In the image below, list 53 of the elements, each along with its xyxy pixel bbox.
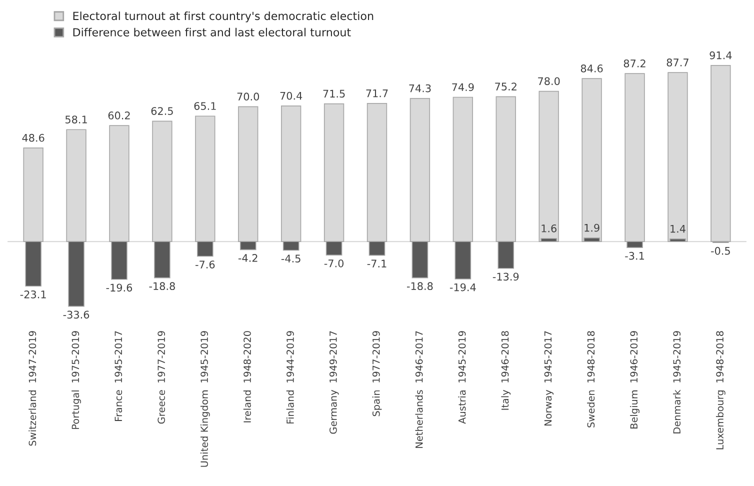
- data-label: 1.9: [584, 224, 600, 232]
- data-label: 71.7: [366, 90, 388, 98]
- data-label: 74.3: [409, 84, 431, 92]
- data-label: 1.6: [542, 224, 556, 232]
- data-label: 78.0: [538, 77, 560, 86]
- data-label: -19.6: [106, 284, 132, 292]
- data-label: 58.1: [65, 116, 87, 124]
- x-tick-label: Netherlands 1946-2017: [415, 331, 423, 448]
- x-tick-label: Portugal 1975-2019: [72, 331, 81, 429]
- x-tick-label: Finland 1944-2019: [286, 331, 294, 424]
- data-label: -4.2: [238, 254, 258, 262]
- data-label: -13.9: [492, 272, 519, 281]
- data-label: 87.7: [666, 58, 688, 66]
- data-label: 84.6: [580, 64, 603, 72]
- x-tick-label: Switzerland 1947-2019: [28, 331, 36, 446]
- x-tick-label: France 1945-2017: [114, 331, 122, 421]
- data-label: -18.8: [149, 282, 175, 290]
- data-label: -0.5: [711, 246, 730, 255]
- x-tick-label: Norway 1945-2017: [544, 331, 554, 426]
- legend-label: Electoral turnout at first country's democratic election: [73, 12, 374, 22]
- data-label: 60.2: [108, 112, 130, 120]
- data-label: -4.5: [281, 254, 300, 262]
- legend-label: Difference between first and last electoral turnout: [73, 28, 351, 36]
- x-tick-label: Austria 1945-2019: [458, 331, 466, 424]
- x-tick-label: Belgium 1946-2019: [630, 331, 640, 429]
- data-label: 74.9: [452, 83, 474, 92]
- data-label: -19.4: [450, 283, 476, 292]
- data-label: 91.4: [710, 51, 732, 60]
- data-label: 1.4: [670, 224, 686, 233]
- x-tick-label: Denmark 1945-2019: [673, 331, 681, 434]
- data-label: 87.2: [624, 59, 646, 68]
- data-label: -7.0: [324, 259, 344, 268]
- data-label: -23.1: [20, 290, 46, 298]
- data-label: -33.6: [63, 310, 90, 319]
- x-tick-label: Sweden 1948-2018: [587, 331, 595, 428]
- x-tick-label: Greece 1977-2019: [158, 331, 166, 424]
- data-label: 70.4: [280, 92, 302, 100]
- x-tick-label: Germany 1949-2017: [330, 331, 339, 434]
- data-label: 62.5: [151, 107, 173, 115]
- data-label: 75.2: [495, 82, 516, 90]
- x-tick-label: Spain 1977-2019: [372, 331, 382, 416]
- data-label: -7.6: [196, 260, 215, 268]
- data-label: 48.6: [22, 134, 44, 142]
- x-tick-label: Ireland 1948-2020: [243, 331, 251, 422]
- x-tick-label: Italy 1946-2018: [501, 331, 511, 410]
- data-label: 65.1: [194, 102, 216, 110]
- x-tick-label: United Kingdom 1945-2019: [200, 331, 210, 467]
- data-label: 71.5: [323, 90, 345, 98]
- data-label: 70.0: [237, 92, 260, 101]
- data-label: -3.1: [625, 252, 644, 260]
- data-label: -7.1: [367, 260, 386, 268]
- x-tick-label: Luxembourg 1948-2018: [716, 331, 726, 450]
- data-label: -18.8: [406, 282, 433, 290]
